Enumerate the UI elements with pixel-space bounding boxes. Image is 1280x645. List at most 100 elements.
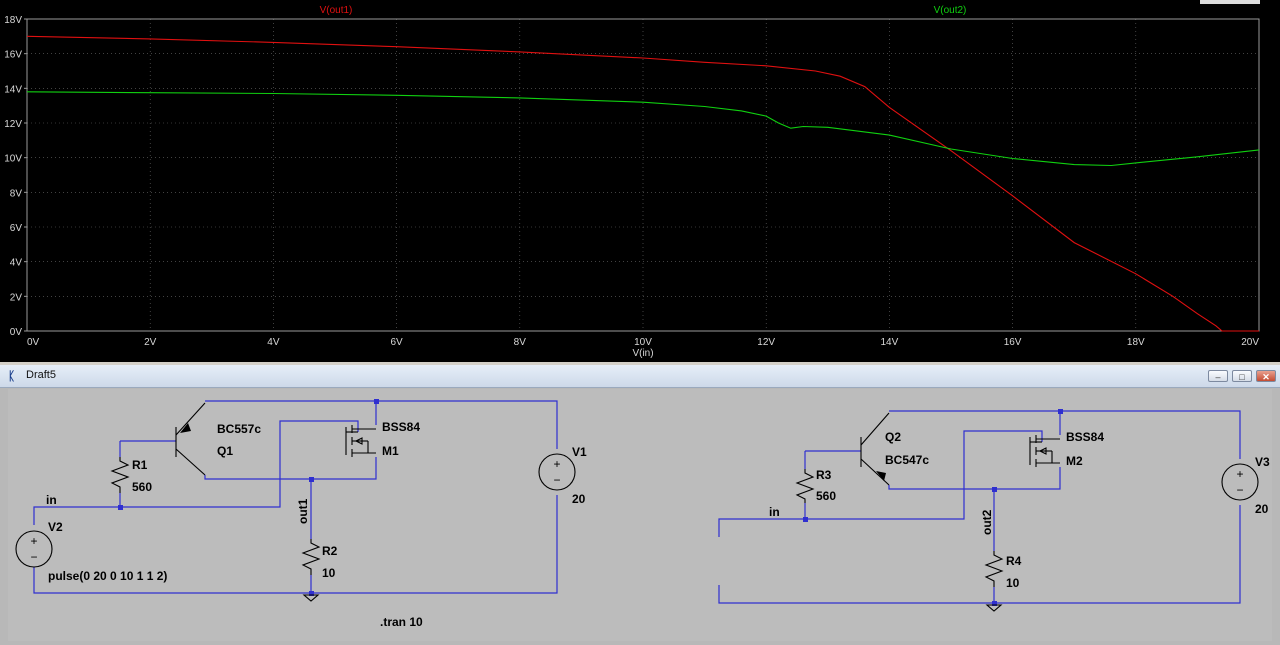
resistor-r1[interactable] bbox=[110, 457, 130, 493]
x-tick-label: 8V bbox=[514, 337, 527, 348]
series-line-vout1[interactable] bbox=[26, 35, 1259, 332]
junction bbox=[992, 601, 997, 606]
r3-name-label[interactable]: R3 bbox=[816, 468, 832, 482]
q2-model-label[interactable]: BC547c bbox=[885, 453, 929, 467]
y-tick-label: 12V bbox=[4, 119, 22, 130]
spice-directive[interactable]: .tran 10 bbox=[380, 615, 423, 629]
x-tick-label: 20V bbox=[1241, 337, 1259, 348]
m1-model-label[interactable]: BSS84 bbox=[382, 420, 420, 434]
x-axis-label: V(in) bbox=[632, 348, 653, 359]
m1-name-label[interactable]: M1 bbox=[382, 444, 399, 458]
r2-value-label[interactable]: 10 bbox=[322, 566, 336, 580]
x-tick-label: 0V bbox=[27, 337, 40, 348]
wire[interactable] bbox=[33, 420, 359, 525]
r4-value-label[interactable]: 10 bbox=[1006, 576, 1020, 590]
mosfet-m2[interactable] bbox=[1029, 435, 1060, 467]
junction bbox=[309, 591, 314, 596]
net-label-in[interactable]: in bbox=[769, 505, 780, 519]
resistor-r4[interactable] bbox=[984, 551, 1004, 587]
y-tick-label: 2V bbox=[10, 292, 23, 303]
svg-text:−: − bbox=[30, 550, 37, 564]
x-tick-label: 14V bbox=[881, 337, 899, 348]
waveform-plot[interactable]: 0V 2V 4V 6V 8V 10V 12V 14V 16V 18V 20V 0V 2V 4V 6V 8V 10… bbox=[0, 0, 1280, 362]
close-button[interactable]: ✕ bbox=[1256, 370, 1276, 382]
v3-value-label[interactable]: 20 bbox=[1255, 502, 1269, 516]
trace-label-out1[interactable]: V(out1) bbox=[320, 5, 353, 16]
plot-grid bbox=[26, 18, 1260, 332]
wire[interactable] bbox=[888, 467, 1061, 490]
m2-name-label[interactable]: M2 bbox=[1066, 454, 1083, 468]
voltage-source-v1[interactable]: + − bbox=[538, 453, 576, 491]
v3-name-label[interactable]: V3 bbox=[1255, 455, 1270, 469]
left-circuit[interactable]: + − + − BC557c Q1 BSS84 M1 R1 560 R2 10 … bbox=[15, 399, 587, 629]
svg-text:−: − bbox=[553, 473, 560, 487]
x-tick-label: 2V bbox=[144, 337, 157, 348]
junction bbox=[309, 477, 314, 482]
x-tick-label: 4V bbox=[267, 337, 280, 348]
y-tick-label: 8V bbox=[10, 188, 23, 199]
v1-name-label[interactable]: V1 bbox=[572, 445, 587, 459]
window-controls-strip bbox=[1200, 0, 1260, 4]
q1-model-label[interactable]: BC557c bbox=[217, 422, 261, 436]
wire[interactable] bbox=[204, 457, 377, 480]
window-title: Draft5 bbox=[26, 369, 56, 381]
junction bbox=[374, 399, 379, 404]
transistor-q2[interactable] bbox=[860, 412, 890, 486]
q1-name-label[interactable]: Q1 bbox=[217, 444, 233, 458]
svg-text:−: − bbox=[1236, 483, 1243, 497]
wire[interactable] bbox=[205, 400, 558, 449]
y-tick-label: 14V bbox=[4, 84, 22, 95]
schematic-drawing[interactable]: + − + − BC557c Q1 BSS84 M1 R1 560 R2 10 … bbox=[8, 389, 1272, 641]
net-label-out1[interactable]: out1 bbox=[296, 498, 310, 524]
junction bbox=[992, 487, 997, 492]
schematic-window[interactable]: ᛕ Draft5 – □ ✕ bbox=[0, 365, 1280, 645]
series-layer[interactable] bbox=[26, 35, 1260, 332]
net-label-out2[interactable]: out2 bbox=[980, 509, 994, 535]
svg-text:+: + bbox=[30, 534, 37, 548]
axis-ticks: 0V 2V 4V 6V 8V 10V 12V 14V 16V 18V 20V 0V 2V 4V 6V 8V 10… bbox=[4, 15, 1259, 348]
y-tick-label: 4V bbox=[10, 258, 23, 269]
junction bbox=[1058, 409, 1063, 414]
resistor-r3[interactable] bbox=[795, 469, 815, 503]
wire[interactable] bbox=[718, 430, 1043, 537]
transistor-q1[interactable] bbox=[170, 402, 210, 476]
schematic-titlebar[interactable]: ᛕ Draft5 – □ ✕ bbox=[0, 365, 1280, 388]
wire[interactable] bbox=[889, 410, 1241, 459]
minimize-button[interactable]: – bbox=[1208, 370, 1228, 382]
ground-symbol bbox=[985, 604, 1003, 612]
series-line-vout2[interactable] bbox=[26, 91, 1260, 167]
voltage-source-v3[interactable]: + − bbox=[1221, 463, 1259, 501]
m2-model-label[interactable]: BSS84 bbox=[1066, 430, 1104, 444]
resistor-r2[interactable] bbox=[301, 539, 321, 575]
junction bbox=[803, 517, 808, 522]
net-label-in[interactable]: in bbox=[46, 493, 57, 507]
trace-label-out2[interactable]: V(out2) bbox=[934, 5, 967, 16]
wire[interactable] bbox=[33, 495, 558, 594]
r2-name-label[interactable]: R2 bbox=[322, 544, 338, 558]
r4-name-label[interactable]: R4 bbox=[1006, 554, 1022, 568]
ltspice-schematic-icon: ᛕ bbox=[8, 369, 16, 383]
schematic-canvas[interactable]: + − + − BC557c Q1 BSS84 M1 R1 560 R2 10 … bbox=[8, 389, 1272, 641]
x-tick-label: 18V bbox=[1127, 337, 1145, 348]
v1-value-label[interactable]: 20 bbox=[572, 492, 586, 506]
r1-value-label[interactable]: 560 bbox=[132, 480, 152, 494]
x-tick-label: 10V bbox=[634, 337, 652, 348]
x-tick-label: 16V bbox=[1004, 337, 1022, 348]
v2-value-label[interactable]: pulse(0 20 0 10 1 1 2) bbox=[48, 569, 167, 583]
ground-symbol bbox=[302, 594, 320, 602]
r1-name-label[interactable]: R1 bbox=[132, 458, 148, 472]
right-circuit[interactable]: + − Q2 BC547c BSS84 M2 R3 560 R4 10 V3 2… bbox=[718, 409, 1270, 612]
mosfet-m1[interactable] bbox=[345, 425, 376, 457]
v2-name-label[interactable]: V2 bbox=[48, 520, 63, 534]
y-tick-label: 16V bbox=[4, 50, 22, 61]
y-tick-label: 0V bbox=[10, 327, 23, 338]
waveform-viewer[interactable]: 0V 2V 4V 6V 8V 10V 12V 14V 16V 18V 20V 0V 2V 4V 6V 8V 10… bbox=[0, 0, 1280, 362]
r3-value-label[interactable]: 560 bbox=[816, 489, 836, 503]
svg-text:+: + bbox=[1236, 467, 1243, 481]
x-tick-label: 12V bbox=[757, 337, 775, 348]
maximize-button[interactable]: □ bbox=[1232, 370, 1252, 382]
y-tick-label: 10V bbox=[4, 154, 22, 165]
voltage-source-v2[interactable]: + − bbox=[15, 530, 53, 568]
junction bbox=[118, 505, 123, 510]
q2-name-label[interactable]: Q2 bbox=[885, 430, 901, 444]
